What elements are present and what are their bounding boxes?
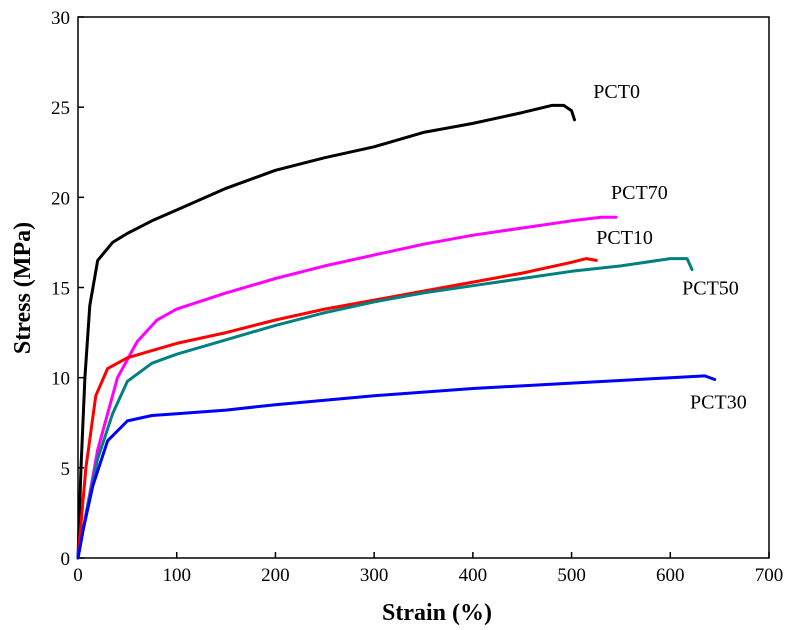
series-label-pct50: PCT50 <box>682 278 739 300</box>
series-label-pct10: PCT10 <box>596 227 653 249</box>
series-line-pct0 <box>76 103 576 560</box>
plot-border <box>77 16 770 559</box>
y-tick-label: 0 <box>61 549 71 570</box>
y-axis-title: Stress (MPa) <box>10 222 36 354</box>
y-tick-label: 10 <box>51 369 70 390</box>
x-tick-label: 200 <box>261 565 290 586</box>
y-tick-label: 30 <box>51 8 70 29</box>
y-axis: 0 5 10 15 20 25 30 <box>51 8 84 570</box>
series-label-pct30: PCT30 <box>690 391 747 413</box>
x-tick-label: 100 <box>162 565 191 586</box>
x-tick-label: 0 <box>73 565 83 586</box>
series-line-pct10 <box>76 257 598 560</box>
plot-area <box>77 16 770 559</box>
series-line-pct50 <box>76 257 694 560</box>
x-tick-label: 300 <box>360 565 389 586</box>
y-tick-label: 25 <box>51 98 70 119</box>
x-tick-label: 700 <box>755 565 784 586</box>
series-line-pct70 <box>76 215 618 560</box>
x-axis: 0 100 200 300 400 500 600 700 <box>73 552 783 586</box>
y-tick-label: 15 <box>51 279 70 300</box>
series-label-pct0: PCT0 <box>593 81 640 103</box>
series-layer <box>76 103 717 560</box>
series-label-pct70: PCT70 <box>611 182 668 204</box>
x-axis-title: Strain (%) <box>382 600 492 626</box>
y-tick-label: 20 <box>51 188 70 209</box>
x-tick-label: 400 <box>459 565 488 586</box>
series-line-pct30 <box>76 374 717 560</box>
x-tick-label: 500 <box>557 565 586 586</box>
x-tick-label: 600 <box>656 565 685 586</box>
y-tick-label: 5 <box>61 459 71 480</box>
series-labels: PCT0 PCT70 PCT10 PCT50 PCT30 <box>593 81 746 413</box>
